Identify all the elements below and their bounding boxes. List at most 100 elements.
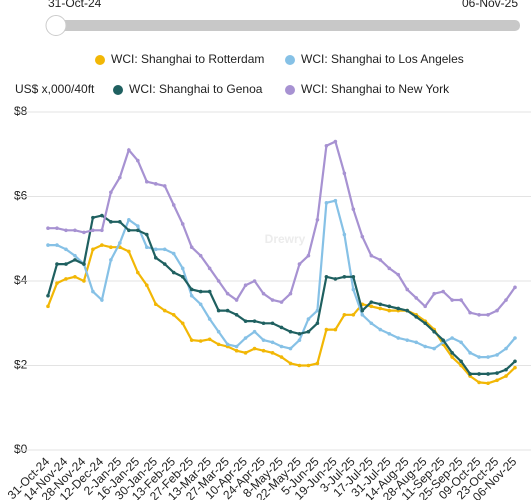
data-point	[414, 340, 419, 345]
data-point	[144, 245, 149, 249]
data-point	[55, 243, 59, 247]
data-point	[162, 308, 167, 313]
data-point	[486, 313, 490, 317]
data-point	[91, 289, 95, 294]
data-point	[64, 247, 68, 252]
data-point	[297, 363, 302, 368]
data-point	[109, 190, 113, 195]
data-point	[243, 319, 248, 323]
data-point	[216, 329, 221, 334]
data-point	[261, 338, 266, 342]
data-point	[504, 367, 508, 372]
data-point	[127, 148, 131, 152]
data-point	[198, 339, 203, 343]
data-point	[91, 215, 95, 220]
data-point	[180, 266, 185, 271]
data-point	[495, 353, 499, 357]
data-point	[118, 220, 122, 224]
legend-swatch	[95, 55, 105, 65]
data-point	[55, 226, 59, 230]
data-point	[450, 298, 454, 302]
data-point	[252, 329, 257, 334]
data-point	[441, 289, 445, 294]
data-point	[171, 203, 176, 207]
data-point	[450, 351, 454, 355]
data-point	[100, 243, 104, 247]
data-point	[369, 304, 374, 309]
data-point	[477, 380, 481, 385]
data-point	[513, 365, 517, 370]
series-line	[48, 140, 516, 316]
legend-label: WCI: Shanghai to Rotterdam	[111, 52, 264, 66]
legend-swatch	[113, 85, 123, 95]
slider-end: 06-Nov-25	[462, 0, 518, 10]
data-point	[279, 344, 284, 349]
data-point	[297, 332, 302, 336]
data-point	[360, 234, 365, 239]
data-point	[315, 217, 320, 222]
slider-track[interactable]	[50, 20, 520, 31]
data-point	[396, 336, 401, 340]
data-point	[127, 249, 131, 254]
data-point	[405, 287, 410, 292]
data-point	[360, 313, 365, 317]
data-point	[495, 378, 499, 383]
data-point	[495, 371, 499, 375]
data-point	[333, 327, 338, 332]
data-point	[252, 346, 257, 351]
data-point	[252, 279, 257, 283]
data-point	[171, 251, 176, 256]
data-point	[46, 293, 50, 298]
data-point	[46, 243, 50, 247]
data-point	[306, 253, 311, 258]
data-point	[234, 344, 239, 349]
y-axis-label: US$ x,000/40ft	[15, 82, 95, 96]
data-point	[261, 321, 266, 326]
y-tick-label: $8	[14, 104, 28, 118]
data-point	[369, 253, 374, 258]
data-point	[73, 253, 77, 258]
data-point	[198, 253, 203, 258]
y-tick-label: $6	[14, 189, 28, 203]
data-point	[378, 327, 383, 332]
data-point	[450, 355, 454, 359]
data-point	[64, 277, 68, 281]
data-point	[342, 313, 347, 317]
data-point	[351, 287, 356, 292]
data-point	[288, 291, 293, 296]
data-point	[82, 230, 86, 235]
data-point	[351, 274, 356, 279]
slider-start: 31-Oct-24	[48, 0, 102, 10]
data-point	[513, 359, 517, 364]
data-point	[369, 321, 374, 326]
watermark: Drewry	[265, 232, 306, 246]
data-point	[459, 340, 463, 345]
slider-handle[interactable]	[45, 15, 67, 36]
data-point	[234, 348, 239, 353]
data-point	[100, 298, 104, 302]
data-point	[136, 270, 140, 275]
data-point	[127, 228, 131, 233]
data-point	[153, 255, 158, 260]
data-point	[73, 228, 77, 233]
data-point	[288, 346, 293, 351]
data-point	[279, 325, 284, 330]
data-point	[270, 340, 275, 345]
data-point	[513, 285, 517, 290]
data-point	[477, 313, 481, 317]
data-point	[351, 207, 356, 211]
data-point	[396, 272, 401, 277]
data-point	[171, 270, 176, 275]
data-point	[109, 245, 113, 249]
data-point	[100, 228, 104, 233]
data-point	[297, 262, 302, 266]
data-point	[180, 274, 185, 279]
y-tick-label: $4	[14, 273, 28, 287]
data-point	[306, 329, 311, 334]
data-point	[477, 372, 481, 376]
data-point	[495, 308, 499, 313]
series-line	[48, 199, 516, 359]
data-point	[189, 293, 194, 298]
data-point	[432, 291, 436, 296]
data-point	[333, 277, 338, 281]
